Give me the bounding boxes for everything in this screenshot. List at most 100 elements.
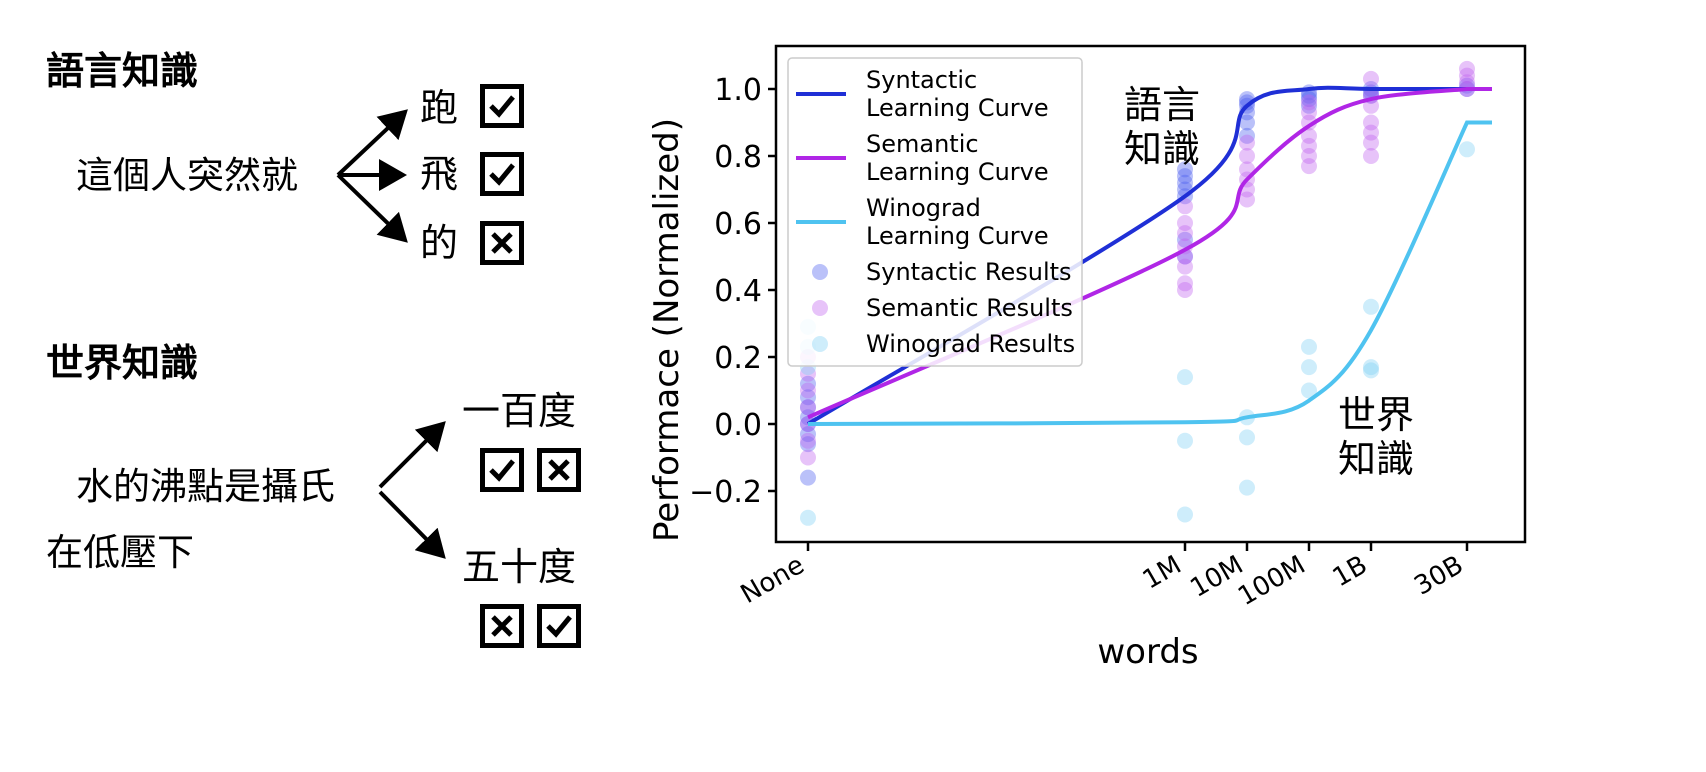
- winograd-learning-curve: [807, 120, 1492, 426]
- semantic-result-point: [800, 432, 816, 449]
- cross-box-icon: [480, 604, 524, 648]
- syntactic-result-point: [1301, 97, 1317, 114]
- semantic-result-point: [1301, 137, 1317, 154]
- syntactic-result-point: [800, 426, 816, 443]
- semantic-result-point: [1177, 215, 1193, 231]
- syntactic-result-point: [800, 399, 816, 416]
- x-tick-label: None: [736, 550, 810, 610]
- winograd-result-point: [1363, 298, 1379, 315]
- semantic-result-point: [1301, 127, 1317, 144]
- syntactic-result-point: [1177, 231, 1193, 248]
- semantic-result-point: [1239, 148, 1255, 164]
- legend-label: Learning Curve: [866, 94, 1049, 122]
- branch-arrows: [336, 109, 446, 559]
- winograd-result-point: [1301, 359, 1317, 376]
- y-tick-label: 0.2: [714, 341, 762, 376]
- syntactic-result-point: [800, 375, 816, 392]
- check-box-icon: [480, 152, 524, 196]
- arrow-to-hundred: [378, 421, 446, 489]
- semantic-result-point: [1363, 114, 1379, 131]
- winograd-result-point: [1239, 479, 1255, 496]
- semantic-result-point: [1177, 225, 1193, 242]
- world-sentence-line2: 在低壓下: [46, 531, 194, 574]
- cross-box-icon: [480, 221, 524, 265]
- semantic-result-point: [1177, 282, 1193, 298]
- legend-label: Semantic: [866, 130, 979, 158]
- y-tick-label: 0.6: [714, 207, 762, 242]
- y-ticks: −0.2 0.0 0.2 0.4 0.6 0.8 1.0: [689, 73, 776, 510]
- option-run-label: 跑: [420, 86, 459, 130]
- semantic-result-point: [1459, 74, 1475, 91]
- semantic-result-point: [1301, 148, 1317, 164]
- world-sentence-line1: 水的沸點是攝氏: [76, 465, 335, 508]
- legend-swatch: [812, 264, 828, 280]
- x-tick-label: 100M: [1233, 550, 1310, 612]
- winograd-result-point: [1239, 429, 1255, 446]
- legend-label: Learning Curve: [866, 222, 1049, 250]
- syntactic-result-point: [1301, 87, 1317, 104]
- semantic-result-point: [1459, 60, 1475, 77]
- semantic-result-point: [800, 365, 816, 382]
- y-tick-label: 1.0: [714, 73, 762, 108]
- syntactic-result-point: [1301, 91, 1317, 108]
- semantic-result-point: [1301, 158, 1317, 175]
- chart-marks: [800, 60, 1492, 526]
- x-tick-label: 30B: [1409, 550, 1468, 601]
- semantic-result-point: [1177, 258, 1193, 275]
- semantic-result-point: [1363, 134, 1379, 151]
- plot-frame: [774, 44, 1527, 544]
- option-fly-label: 飛: [420, 152, 459, 196]
- syntactic-result-point: [800, 436, 816, 453]
- winograd-result-point: [1363, 362, 1379, 379]
- legend-label: Syntactic: [866, 66, 977, 94]
- winograd-result-point: [1459, 141, 1475, 158]
- syntactic-result-point: [1239, 94, 1255, 111]
- y-axis-label: Performace (Normalized): [647, 118, 687, 542]
- arrow-to-run: [336, 109, 408, 177]
- syntactic-result-point: [800, 389, 816, 406]
- option-fifty-degrees-label: 五十度: [462, 545, 577, 589]
- syntactic-result-point: [1239, 114, 1255, 131]
- y-tick-label: 0.8: [714, 140, 762, 175]
- semantic-result-point: [1363, 148, 1379, 164]
- semantic-result-point: [1177, 198, 1193, 215]
- semantic-result-point: [1301, 104, 1317, 121]
- semantic-result-point: [1301, 94, 1317, 111]
- x-tick-label: 1M: [1138, 550, 1187, 595]
- y-tick-label: −0.2: [689, 475, 762, 510]
- y-tick-label: 0.4: [714, 274, 762, 309]
- check-box-icon: [480, 84, 524, 128]
- world-knowledge-annotation: 知識: [1338, 437, 1414, 481]
- arrow-to-de: [336, 173, 408, 243]
- world-knowledge-heading: 世界知識: [46, 341, 199, 385]
- semantic-result-point: [1363, 70, 1379, 87]
- winograd-result-point: [1177, 506, 1193, 523]
- semantic-result-point: [1459, 67, 1475, 84]
- option-de-label: 的: [420, 221, 459, 265]
- linguistic-knowledge-heading: 語言知識: [46, 49, 199, 93]
- check-box-icon: [480, 448, 524, 492]
- x-axis-label: words: [1097, 632, 1198, 672]
- cross-box-icon: [537, 448, 581, 492]
- syntactic-result-point: [1177, 168, 1193, 185]
- linguistic-knowledge-annotation: 語言: [1124, 83, 1200, 127]
- syntactic-result-point: [1177, 174, 1193, 191]
- legend-box: [787, 57, 1083, 367]
- legend-label: Syntactic Results: [866, 258, 1072, 286]
- option-hundred-degrees-label: 一百度: [462, 389, 577, 433]
- check-box-icon: [537, 604, 581, 648]
- linguistic-knowledge-annotation: 知識: [1124, 127, 1200, 171]
- syntactic-result-point: [1177, 161, 1193, 178]
- x-tick-label: 1B: [1328, 550, 1373, 593]
- semantic-result-point: [1363, 124, 1379, 141]
- linguistic-sentence: 這個人突然就: [76, 154, 298, 197]
- semantic-result-point: [800, 382, 816, 399]
- semantic-result-point: [1177, 275, 1193, 292]
- legend-label: Semantic Results: [866, 294, 1073, 322]
- syntactic-result-point: [1239, 127, 1255, 144]
- winograd-result-point: [1301, 382, 1317, 399]
- winograd-result-point: [1301, 338, 1317, 355]
